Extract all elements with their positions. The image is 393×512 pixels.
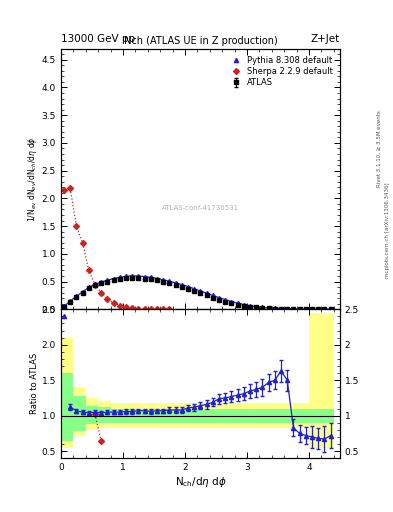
Sherpa 2.2.9 default <box>124 304 129 310</box>
Sherpa 2.2.9 default <box>93 282 97 288</box>
Pythia 8.308 default <box>173 280 178 286</box>
Pythia 8.308 default <box>155 275 160 282</box>
Pythia 8.308 default <box>80 289 85 295</box>
Pythia 8.308 default <box>149 274 153 281</box>
Pythia 8.308 default <box>130 273 134 279</box>
Pythia 8.308 default <box>211 292 215 298</box>
Title: Nch (ATLAS UE in Z production): Nch (ATLAS UE in Z production) <box>123 36 277 47</box>
Pythia 8.308 default <box>167 278 172 284</box>
Pythia 8.308 default <box>223 296 228 303</box>
Pythia 8.308 default <box>192 286 196 292</box>
Sherpa 2.2.9 default <box>136 306 141 312</box>
Pythia 8.308 default <box>279 306 283 312</box>
Line: Sherpa 2.2.9 default: Sherpa 2.2.9 default <box>62 186 171 311</box>
Pythia 8.308 default <box>99 279 104 285</box>
Sherpa 2.2.9 default <box>62 187 66 193</box>
Pythia 8.308 default <box>272 305 277 311</box>
Sherpa 2.2.9 default <box>99 290 104 296</box>
Pythia 8.308 default <box>229 298 234 305</box>
Text: Z+Jet: Z+Jet <box>311 33 340 44</box>
Sherpa 2.2.9 default <box>142 306 147 312</box>
Sherpa 2.2.9 default <box>161 306 165 312</box>
Pythia 8.308 default <box>185 284 190 290</box>
Sherpa 2.2.9 default <box>111 300 116 306</box>
Pythia 8.308 default <box>266 305 271 311</box>
Y-axis label: Ratio to ATLAS: Ratio to ATLAS <box>30 353 39 414</box>
Pythia 8.308 default <box>248 303 252 309</box>
Pythia 8.308 default <box>285 306 290 312</box>
Legend: Pythia 8.308 default, Sherpa 2.2.9 default, ATLAS: Pythia 8.308 default, Sherpa 2.2.9 defau… <box>225 53 336 91</box>
Pythia 8.308 default <box>310 306 314 312</box>
Pythia 8.308 default <box>204 290 209 296</box>
Pythia 8.308 default <box>198 288 203 294</box>
Pythia 8.308 default <box>142 273 147 280</box>
Sherpa 2.2.9 default <box>105 296 110 302</box>
Pythia 8.308 default <box>322 306 327 312</box>
Sherpa 2.2.9 default <box>130 305 134 311</box>
Pythia 8.308 default <box>86 284 91 290</box>
Text: ATLAS-conf-41736531: ATLAS-conf-41736531 <box>162 205 239 211</box>
Text: Rivet 3.1.10, ≥ 3.5M events: Rivet 3.1.10, ≥ 3.5M events <box>377 110 382 187</box>
Text: 13000 GeV pp: 13000 GeV pp <box>61 33 135 44</box>
Pythia 8.308 default <box>161 276 165 283</box>
X-axis label: N$_{\rm ch}$/d$\eta$ d$\phi$: N$_{\rm ch}$/d$\eta$ d$\phi$ <box>174 475 226 489</box>
Pythia 8.308 default <box>68 298 73 304</box>
Pythia 8.308 default <box>303 306 308 312</box>
Pythia 8.308 default <box>241 302 246 308</box>
Pythia 8.308 default <box>62 303 66 309</box>
Pythia 8.308 default <box>136 273 141 279</box>
Pythia 8.308 default <box>180 282 184 288</box>
Sherpa 2.2.9 default <box>118 303 122 309</box>
Pythia 8.308 default <box>291 306 296 312</box>
Pythia 8.308 default <box>124 273 129 280</box>
Pythia 8.308 default <box>93 281 97 287</box>
Pythia 8.308 default <box>217 294 221 301</box>
Sherpa 2.2.9 default <box>68 185 73 191</box>
Pythia 8.308 default <box>316 306 321 312</box>
Sherpa 2.2.9 default <box>167 306 172 312</box>
Pythia 8.308 default <box>105 277 110 283</box>
Pythia 8.308 default <box>260 304 265 310</box>
Line: Pythia 8.308 default: Pythia 8.308 default <box>62 273 333 311</box>
Pythia 8.308 default <box>297 306 302 312</box>
Sherpa 2.2.9 default <box>86 267 91 273</box>
Pythia 8.308 default <box>111 275 116 282</box>
Pythia 8.308 default <box>328 306 333 312</box>
Pythia 8.308 default <box>74 293 79 300</box>
Y-axis label: 1/N$_{ev}$ dN$_{ev}$/dN$_{ch}$/d$\eta$ d$\phi$: 1/N$_{ev}$ dN$_{ev}$/dN$_{ch}$/d$\eta$ d… <box>26 136 39 222</box>
Pythia 8.308 default <box>235 300 240 306</box>
Text: mcplots.cern.ch [arXiv:1306.3436]: mcplots.cern.ch [arXiv:1306.3436] <box>385 183 389 278</box>
Sherpa 2.2.9 default <box>149 306 153 312</box>
Pythia 8.308 default <box>118 274 122 281</box>
Sherpa 2.2.9 default <box>74 223 79 229</box>
Sherpa 2.2.9 default <box>80 240 85 246</box>
Sherpa 2.2.9 default <box>155 306 160 312</box>
Pythia 8.308 default <box>254 304 259 310</box>
